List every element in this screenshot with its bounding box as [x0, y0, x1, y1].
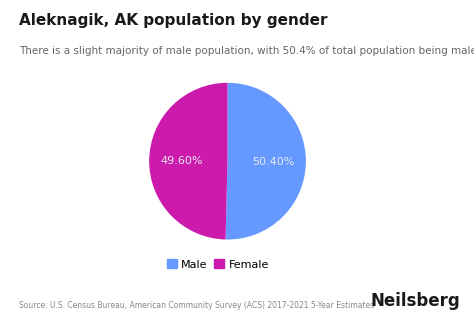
Legend: Male, Female: Male, Female [163, 255, 273, 274]
Wedge shape [226, 83, 306, 240]
Text: 50.40%: 50.40% [252, 157, 294, 167]
Wedge shape [149, 83, 228, 240]
Text: Aleknagik, AK population by gender: Aleknagik, AK population by gender [19, 13, 328, 27]
Text: 49.60%: 49.60% [161, 155, 203, 166]
Text: There is a slight majority of male population, with 50.4% of total population be: There is a slight majority of male popul… [19, 46, 474, 56]
Text: Source: U.S. Census Bureau, American Community Survey (ACS) 2017-2021 5-Year Est: Source: U.S. Census Bureau, American Com… [19, 301, 374, 310]
Text: Neilsberg: Neilsberg [370, 292, 460, 310]
